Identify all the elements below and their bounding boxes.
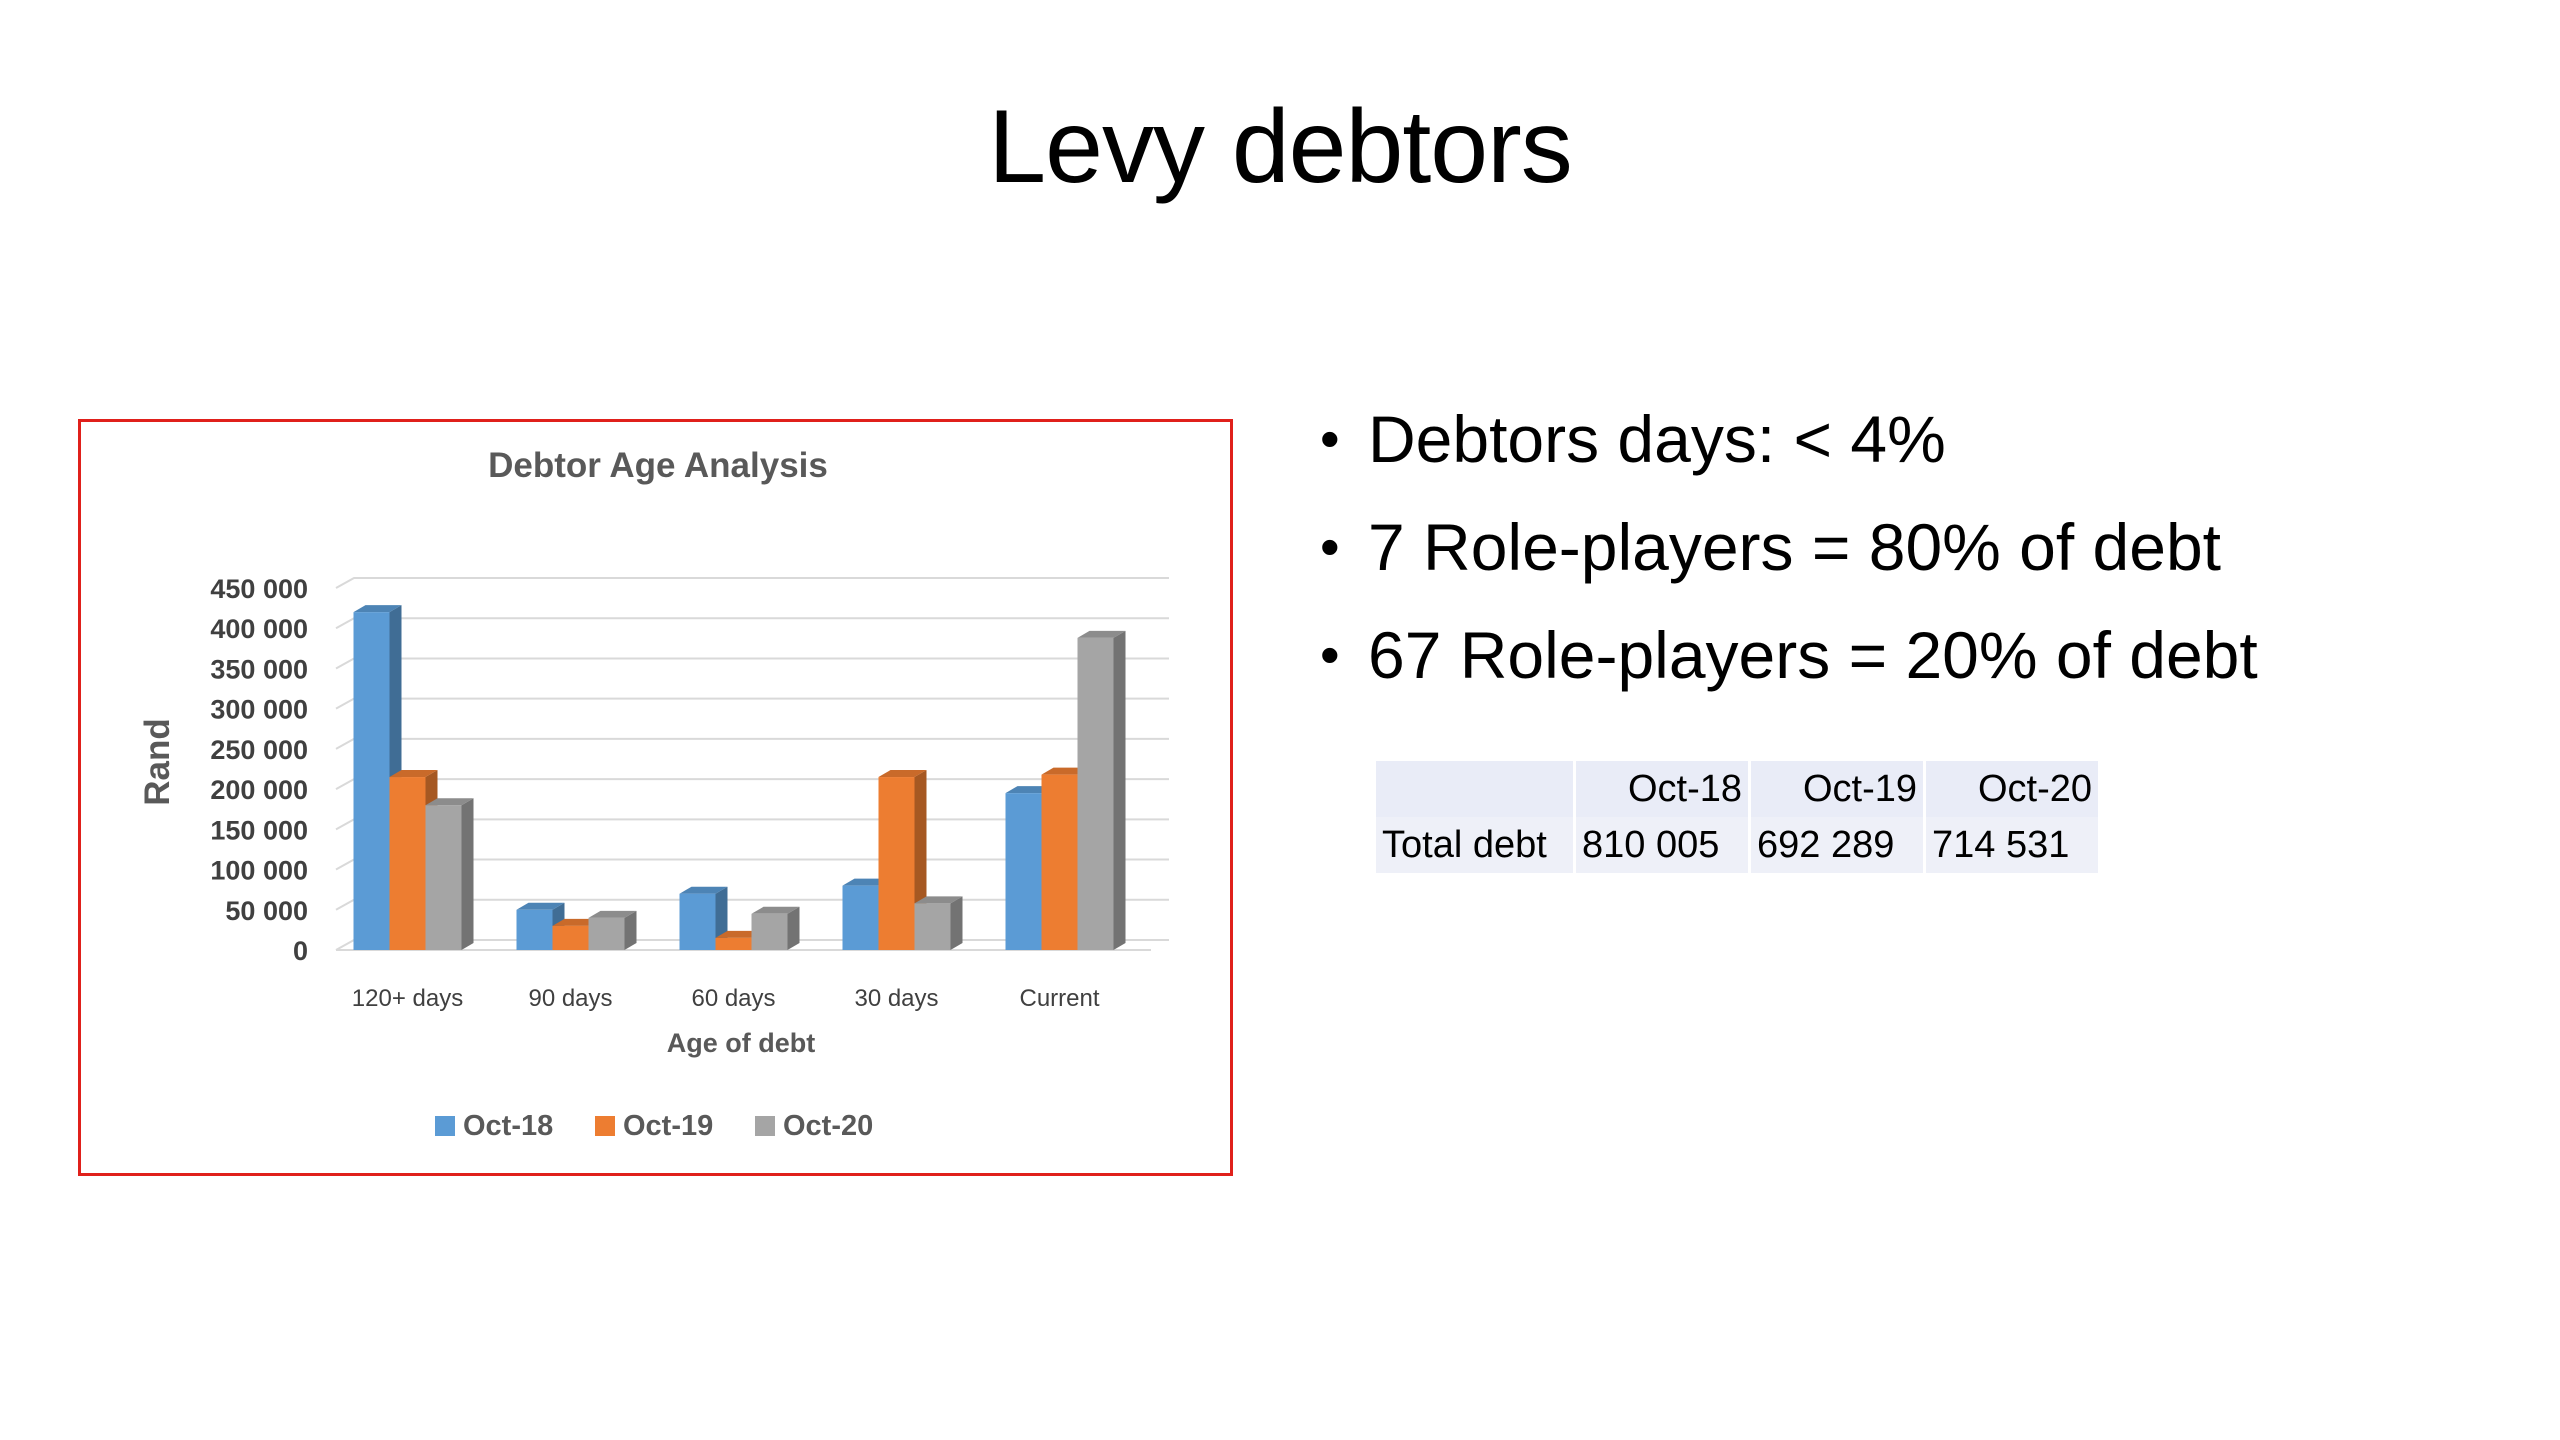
bar-side bbox=[950, 896, 963, 950]
table-cell: 714 531 bbox=[1926, 817, 2098, 873]
x-tick-label: 60 days bbox=[691, 985, 775, 1012]
table-cell: 810 005 bbox=[1576, 817, 1748, 873]
bar-top bbox=[389, 770, 438, 778]
bar-top bbox=[914, 896, 963, 904]
legend-swatch bbox=[435, 1116, 455, 1136]
bullet-text: 7 Role-players = 80% of debt bbox=[1368, 510, 2222, 584]
gridline bbox=[335, 577, 1169, 589]
gridline bbox=[335, 657, 1169, 670]
bar-top bbox=[516, 902, 565, 910]
bar-side bbox=[1113, 630, 1126, 950]
x-tick-label: 120+ days bbox=[352, 985, 463, 1012]
bar-side bbox=[624, 910, 637, 950]
bullet-text: Debtors days: < 4% bbox=[1368, 402, 1946, 476]
bullet-item: • Debtors days: < 4% bbox=[1320, 385, 2258, 493]
bullet-item: • 7 Role-players = 80% of debt bbox=[1320, 493, 2258, 601]
y-tick-label: 50 000 bbox=[225, 896, 308, 926]
bar bbox=[1041, 774, 1078, 950]
bullet-item: • 67 Role-players = 20% of debt bbox=[1320, 601, 2258, 709]
legend-swatch bbox=[595, 1116, 615, 1136]
bar bbox=[878, 777, 915, 950]
legend-label: Oct-19 bbox=[623, 1110, 713, 1142]
x-tick-label: Current bbox=[1019, 985, 1099, 1012]
y-axis-title: Rand bbox=[138, 718, 177, 806]
bar-side bbox=[461, 798, 474, 950]
table-header-cell bbox=[1376, 761, 1573, 817]
y-tick-label: 150 000 bbox=[210, 815, 308, 845]
y-tick-label: 0 bbox=[293, 936, 308, 966]
table-row: Total debt 810 005 692 289 714 531 bbox=[1376, 817, 2098, 873]
bar-top bbox=[425, 798, 474, 806]
y-tick-label: 250 000 bbox=[210, 735, 308, 765]
table-header-cell: Oct-19 bbox=[1751, 761, 1923, 817]
table-header-cell: Oct-20 bbox=[1926, 761, 2098, 817]
bar bbox=[516, 909, 553, 950]
y-tick-label: 450 000 bbox=[210, 574, 308, 604]
slide-title: Levy debtors bbox=[988, 89, 1572, 205]
y-tick-label: 300 000 bbox=[210, 695, 308, 725]
bar bbox=[1077, 637, 1114, 950]
table-header-cell: Oct-18 bbox=[1576, 761, 1748, 817]
bar bbox=[842, 885, 879, 950]
bar bbox=[751, 913, 788, 950]
legend-label: Oct-18 bbox=[463, 1110, 553, 1142]
y-tick-label: 400 000 bbox=[210, 614, 308, 644]
bar-top bbox=[353, 605, 402, 613]
debtor-age-chart: 0 50 000 100 000 150 000 200 000 250 000 300 0… bbox=[138, 446, 1169, 1142]
bar bbox=[588, 917, 625, 950]
bar bbox=[1005, 793, 1042, 950]
bar bbox=[353, 612, 390, 950]
legend-swatch bbox=[755, 1116, 775, 1136]
bullet-icon: • bbox=[1320, 407, 1340, 470]
x-axis-title: Age of debt bbox=[667, 1028, 816, 1058]
bar-top bbox=[878, 770, 927, 778]
legend-label: Oct-20 bbox=[783, 1110, 873, 1142]
bar-top bbox=[588, 910, 637, 918]
x-tick-label: 30 days bbox=[854, 985, 938, 1012]
bar bbox=[425, 805, 462, 950]
debt-table: Oct-18 Oct-19 Oct-20 Total debt 810 005 … bbox=[1373, 761, 2101, 873]
y-tick-label: 200 000 bbox=[210, 775, 308, 805]
chart-frame: 0 50 000 100 000 150 000 200 000 250 000 300 0… bbox=[78, 419, 1233, 1176]
table-cell: 692 289 bbox=[1751, 817, 1923, 873]
bar-top bbox=[1077, 630, 1126, 638]
y-tick-label: 350 000 bbox=[210, 654, 308, 684]
bullet-list: • Debtors days: < 4% • 7 Role-players = 80… bbox=[1320, 385, 2258, 709]
gridline bbox=[335, 697, 1169, 710]
bullet-text: 67 Role-players = 20% of debt bbox=[1368, 618, 2258, 692]
bar bbox=[715, 937, 752, 950]
chart-title: Debtor Age Analysis bbox=[488, 446, 828, 485]
bar bbox=[552, 925, 589, 950]
bar bbox=[679, 893, 716, 950]
bar-top bbox=[679, 886, 728, 894]
x-tick-label: 90 days bbox=[528, 985, 612, 1012]
bar bbox=[914, 903, 951, 950]
gridline bbox=[335, 617, 1169, 630]
y-tick-label: 100 000 bbox=[210, 856, 308, 886]
bar-top bbox=[751, 906, 800, 914]
bullet-icon: • bbox=[1320, 515, 1340, 578]
bar bbox=[389, 777, 426, 950]
table-header-row: Oct-18 Oct-19 Oct-20 bbox=[1376, 761, 2098, 817]
bar-side bbox=[787, 906, 800, 950]
gridline bbox=[335, 737, 1169, 750]
table-cell: Total debt bbox=[1376, 817, 1573, 873]
bullet-icon: • bbox=[1320, 623, 1340, 686]
